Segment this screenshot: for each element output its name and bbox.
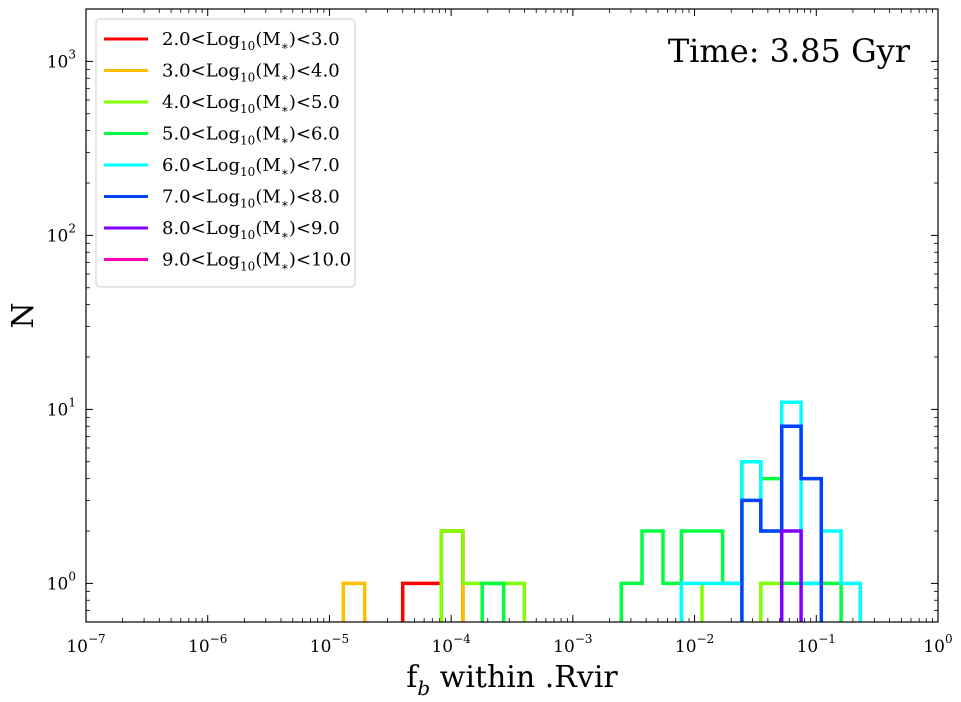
- series-step-9: [740, 424, 824, 622]
- tick-labels: 10−7 10−6 10−5 10−4 10−3 10−2 10−1 100 100 101 102…: [47, 47, 953, 657]
- x-tick-label: 100: [923, 632, 952, 657]
- plot-frame: [85, 8, 939, 623]
- x-tick-label: 10−4: [431, 632, 471, 657]
- time-annotation: Time: 3.85 Gyr: [668, 32, 911, 70]
- legend-label: 3.0<Log10(M∗)<4.0: [162, 61, 340, 85]
- x-axis-title-main: f: [406, 660, 419, 695]
- x-tick-label: 10−3: [553, 632, 592, 657]
- series-step-10: [779, 529, 803, 622]
- legend-label: 9.0<Log10(M∗)<10.0: [162, 250, 351, 274]
- x-tick-label: 10−5: [310, 632, 349, 657]
- legend-label: 4.0<Log10(M∗)<5.0: [162, 92, 340, 116]
- legend-items: 2.0<Log10(M∗)<3.0 3.0<Log10(M∗)<4.0 4.0<Lo…: [104, 29, 351, 274]
- series-step-7: [619, 460, 843, 622]
- x-tick-label: 10−2: [675, 632, 714, 657]
- y-tick-label: 103: [47, 47, 76, 72]
- legend-label: 7.0<Log10(M∗)<8.0: [162, 187, 340, 211]
- x-tick-label: 10−7: [66, 632, 105, 657]
- y-tick-label: 100: [47, 569, 76, 594]
- series-step-8: [679, 400, 863, 622]
- legend-label: 6.0<Log10(M∗)<7.0: [162, 155, 340, 179]
- legend-box: [95, 18, 356, 288]
- y-tick-label: 101: [47, 395, 76, 420]
- legend-label: 8.0<Log10(M∗)<9.0: [162, 218, 340, 242]
- series-step-6: [480, 581, 506, 622]
- x-axis-title: fb within .Rvir: [406, 660, 618, 700]
- x-tick-label: 10−1: [797, 632, 836, 657]
- x-tick-label: 10−6: [188, 632, 227, 657]
- legend-label: 2.0<Log10(M∗)<3.0: [162, 29, 340, 53]
- x-axis-title-sub: b: [417, 676, 430, 700]
- histogram-series: [341, 400, 863, 622]
- series-step-5: [759, 581, 784, 622]
- legend-label: 5.0<Log10(M∗)<6.0: [162, 124, 340, 148]
- y-axis-title: N: [6, 302, 41, 328]
- x-axis-title-rest: within .Rvir: [430, 660, 618, 695]
- legend: 2.0<Log10(M∗)<3.0 3.0<Log10(M∗)<4.0 4.0<Lo…: [95, 18, 356, 288]
- series-step-3: [439, 529, 527, 622]
- series-step-0: [400, 529, 465, 622]
- series-step-1: [341, 581, 367, 622]
- y-tick-label: 102: [47, 221, 76, 246]
